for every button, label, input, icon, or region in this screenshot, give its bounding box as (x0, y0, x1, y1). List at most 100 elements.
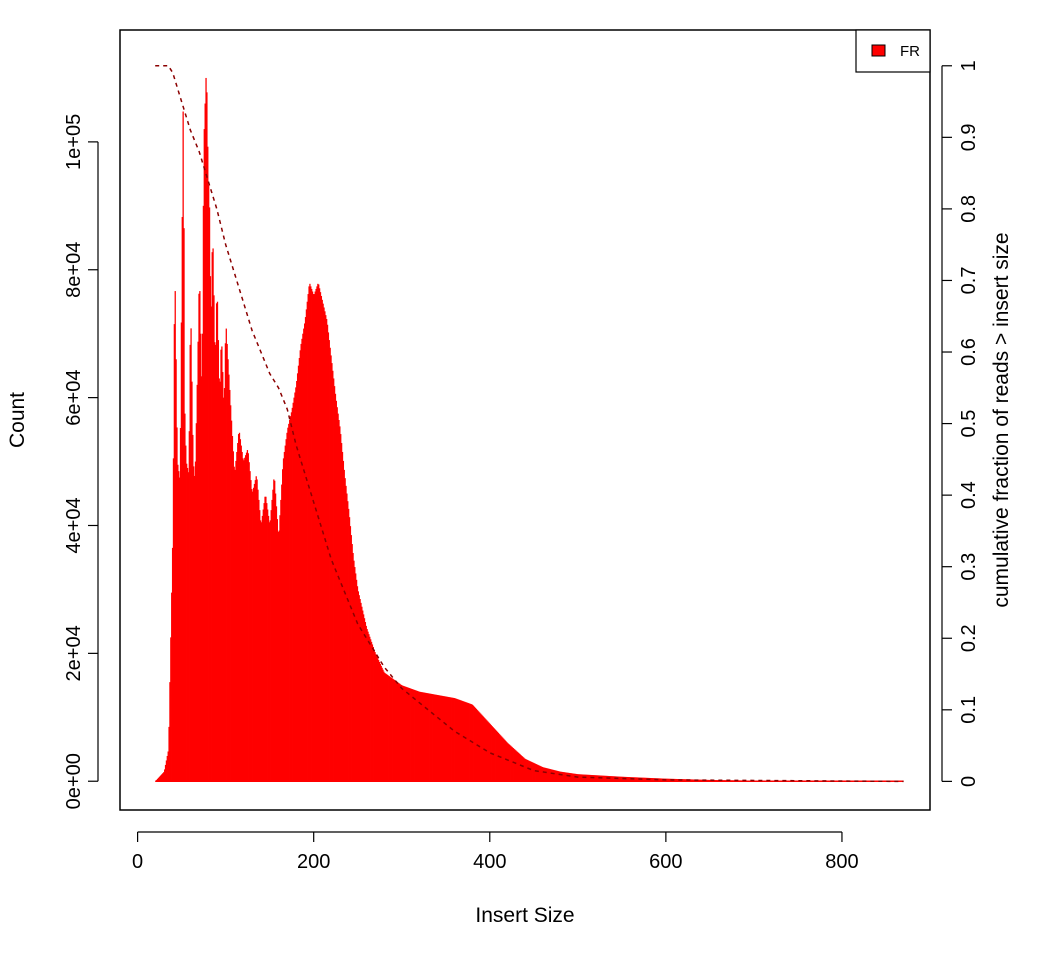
histogram-bar (346, 493, 348, 782)
histogram-bar (377, 660, 380, 782)
histogram-bar (216, 301, 219, 782)
histogram-bar (411, 689, 413, 782)
histogram-bar (394, 680, 396, 782)
histogram-bar (164, 769, 166, 782)
histogram-bar (539, 766, 542, 782)
histogram-bar (181, 217, 183, 782)
histogram-bar (233, 466, 235, 782)
histogram-bar (457, 699, 459, 782)
histogram-bar (545, 767, 547, 782)
histogram-bar (378, 661, 381, 782)
histogram-bar (353, 560, 355, 782)
histogram-bar (269, 520, 271, 782)
histogram-bar (372, 646, 374, 782)
histogram-bar (596, 775, 598, 782)
histogram-bar (397, 682, 399, 782)
histogram-bar (392, 679, 395, 782)
histogram-bar (165, 760, 168, 782)
histogram-bar (399, 684, 402, 782)
histogram-bar (215, 344, 217, 782)
histogram-bar (650, 778, 653, 782)
histogram-bar (333, 386, 336, 782)
histogram-bar (502, 738, 505, 782)
histogram-bar (700, 779, 702, 782)
histogram-bar (635, 777, 638, 782)
histogram-bar (200, 333, 202, 782)
histogram-bar (392, 678, 394, 782)
histogram-bar (252, 491, 254, 782)
histogram-bar (167, 751, 169, 782)
histogram-bar (191, 381, 193, 782)
histogram-bar (409, 688, 411, 782)
y2-axis-title: cumulative fraction of reads > insert si… (990, 232, 1013, 607)
histogram-bar (257, 489, 259, 782)
histogram-bar (532, 762, 535, 782)
histogram-bar (289, 416, 292, 782)
histogram-bar (525, 759, 528, 782)
histogram-bar (186, 463, 188, 782)
histogram-bar (258, 499, 260, 782)
histogram-bar (367, 631, 369, 782)
histogram-bar (613, 776, 615, 782)
histogram-bar (528, 760, 530, 782)
histogram-bar (240, 445, 242, 782)
histogram-bar (271, 499, 273, 782)
histogram-bar (524, 758, 526, 782)
histogram-bar (436, 694, 439, 782)
histogram-bar (414, 689, 416, 782)
histogram-bar (513, 748, 515, 782)
histogram-bar (215, 303, 218, 782)
histogram-bar (331, 363, 333, 782)
histogram-bar (471, 704, 473, 782)
histogram-bar (201, 376, 203, 782)
histogram-bar (249, 471, 251, 782)
histogram-bar (514, 749, 516, 782)
histogram-bar (518, 753, 521, 782)
histogram-bar (377, 658, 379, 782)
histogram-bar (332, 370, 334, 782)
histogram-bar (345, 485, 347, 782)
histogram-bar (279, 515, 281, 782)
histogram-bar (429, 693, 431, 782)
histogram-bar (395, 681, 397, 782)
histogram-bar (171, 592, 173, 782)
histogram-bar (520, 755, 522, 782)
histogram-bar (329, 347, 331, 782)
histogram-bar (380, 665, 382, 782)
histogram-bar (254, 480, 256, 782)
histogram-bar (683, 779, 685, 782)
histogram-bar (276, 519, 278, 782)
histogram-bar (228, 374, 230, 782)
histogram-bar (161, 774, 163, 782)
histogram-bar (495, 730, 498, 782)
histogram-bar (347, 501, 349, 782)
x-axis-title: Insert Size (475, 904, 574, 927)
histogram-bar (304, 317, 307, 782)
histogram-bar (389, 676, 391, 782)
histogram-bar (442, 695, 444, 782)
histogram-bar (422, 692, 425, 782)
histogram-bar (401, 685, 404, 782)
histogram-bar (292, 402, 294, 782)
histogram-bar (187, 472, 190, 782)
histogram-bar (296, 373, 299, 782)
histogram-bar (691, 779, 693, 782)
histogram-bar (500, 735, 502, 782)
y-tick-label: 2e+04 (63, 625, 85, 681)
histogram-bar (253, 483, 256, 782)
histogram-bar (238, 432, 241, 782)
histogram-bar (581, 774, 583, 782)
y-tick-label: 1e+05 (63, 114, 85, 170)
histogram-bar (495, 729, 497, 782)
histogram-bar (558, 771, 560, 782)
histogram-bar (315, 288, 317, 782)
histogram-bar (465, 702, 467, 782)
histogram-bar (555, 770, 558, 782)
histogram-bar (455, 698, 457, 782)
histogram-bar (594, 775, 596, 782)
histogram-bar (393, 679, 396, 782)
histogram-bar (384, 672, 386, 782)
histogram-bar (343, 469, 345, 782)
histogram-bar (551, 769, 553, 782)
histogram-bar (510, 746, 513, 782)
